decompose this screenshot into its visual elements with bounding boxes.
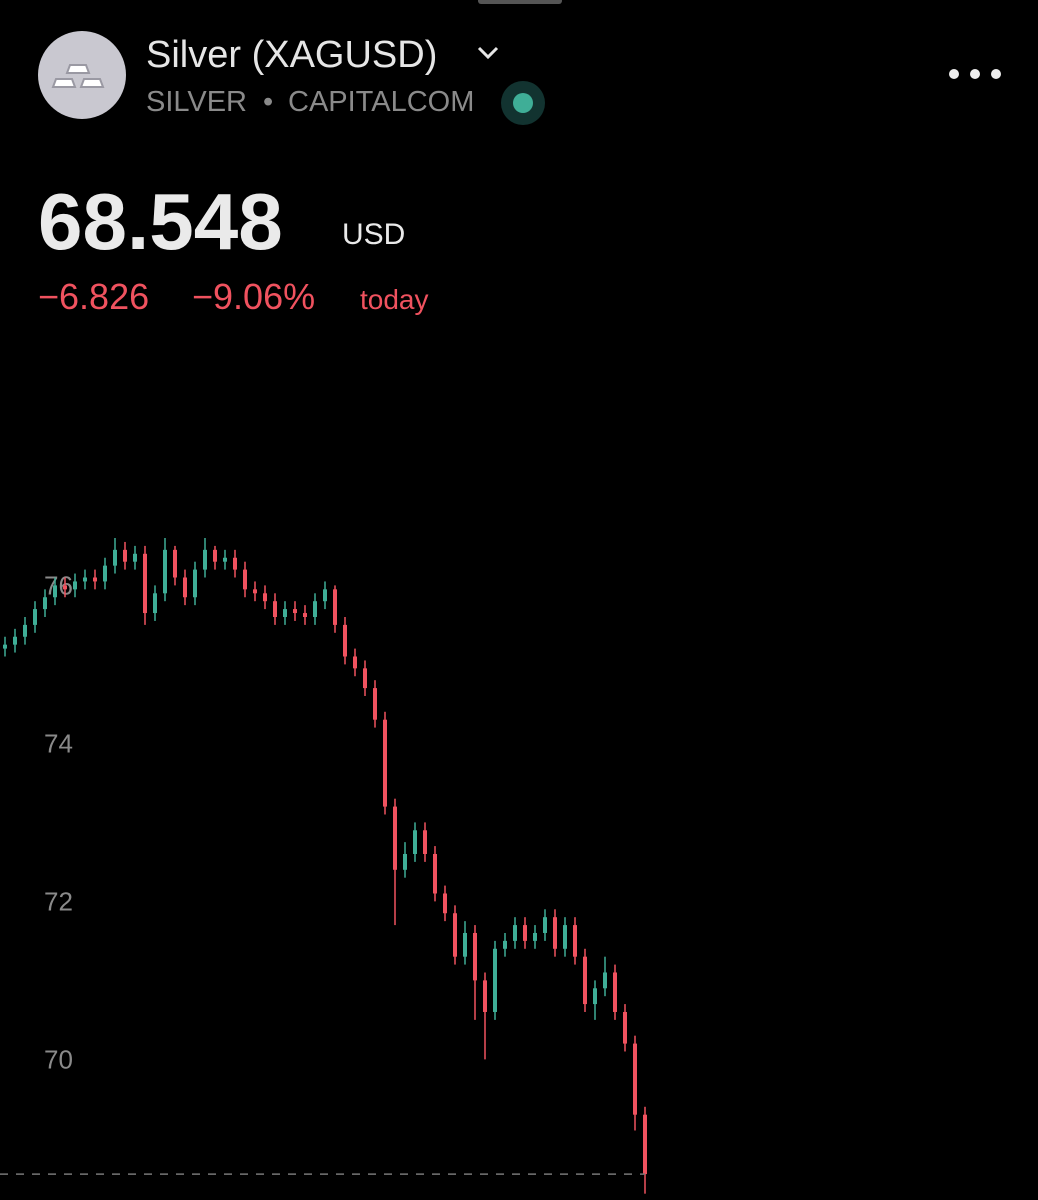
candle-body bbox=[163, 549, 167, 594]
symbol-code: SILVER bbox=[146, 86, 248, 118]
candle-body bbox=[363, 668, 367, 689]
symbol-title[interactable]: Silver (XAGUSD) bbox=[146, 34, 438, 76]
price-change: −6.826 bbox=[38, 276, 150, 317]
candle-body bbox=[493, 948, 497, 1012]
candle-body bbox=[393, 806, 397, 870]
candle-body bbox=[433, 853, 437, 894]
candle-body bbox=[573, 925, 577, 957]
candle-body bbox=[63, 585, 67, 590]
candle-body bbox=[593, 988, 597, 1005]
candle-body bbox=[383, 719, 387, 807]
candle-body bbox=[203, 549, 207, 570]
candle-body bbox=[103, 565, 107, 582]
candle-body bbox=[243, 569, 247, 590]
candle-body bbox=[33, 609, 37, 625]
candle-body bbox=[333, 589, 337, 625]
candle-body bbox=[23, 624, 27, 637]
dropdown-chevron[interactable] bbox=[476, 44, 500, 62]
grab-handle bbox=[478, 0, 562, 4]
candle-body bbox=[293, 609, 297, 614]
candle-body bbox=[483, 980, 487, 1012]
candle-body bbox=[133, 553, 137, 562]
exchange: CAPITALCOM bbox=[288, 86, 475, 118]
candle-body bbox=[153, 593, 157, 614]
candle-body bbox=[123, 549, 127, 562]
candle-body bbox=[423, 830, 427, 854]
y-tick-label: 74 bbox=[44, 728, 73, 758]
candle-body bbox=[223, 557, 227, 562]
candle-body bbox=[353, 656, 357, 669]
candle-body bbox=[143, 553, 147, 614]
candle-body bbox=[313, 601, 317, 617]
separator: • bbox=[263, 86, 274, 118]
change-period: today bbox=[360, 284, 429, 315]
candle-body bbox=[533, 932, 537, 941]
candle-body bbox=[343, 624, 347, 657]
symbol-icon bbox=[38, 31, 126, 119]
candle-body bbox=[193, 569, 197, 598]
candle-body bbox=[3, 644, 7, 649]
candle-body bbox=[53, 585, 57, 598]
candle-body bbox=[253, 589, 257, 594]
candle-body bbox=[213, 549, 217, 562]
y-tick-label: 76 bbox=[44, 570, 73, 600]
candle-body bbox=[603, 972, 607, 989]
candle-body bbox=[183, 577, 187, 598]
currency: USD bbox=[342, 218, 406, 251]
price-change-percent: −9.06% bbox=[192, 276, 316, 317]
candle-body bbox=[523, 925, 527, 941]
candle-body bbox=[563, 925, 567, 949]
candle-body bbox=[263, 593, 267, 602]
candle-body bbox=[443, 893, 447, 914]
candle-body bbox=[513, 925, 517, 941]
candle-body bbox=[233, 557, 237, 570]
candle-body bbox=[413, 830, 417, 854]
candle-body bbox=[323, 589, 327, 602]
candle-body bbox=[13, 636, 17, 645]
candle-body bbox=[553, 917, 557, 949]
candle-body bbox=[643, 1114, 647, 1175]
y-tick-label: 70 bbox=[44, 1044, 73, 1074]
candle-body bbox=[463, 932, 467, 957]
more-menu[interactable] bbox=[944, 64, 1004, 84]
candle-body bbox=[93, 577, 97, 582]
last-price: 68.548 bbox=[38, 177, 283, 266]
candle-body bbox=[403, 853, 407, 870]
candle-body bbox=[113, 549, 117, 566]
candle-body bbox=[373, 688, 377, 720]
candle-body bbox=[453, 913, 457, 957]
candle-body bbox=[503, 940, 507, 949]
y-tick-label: 72 bbox=[44, 886, 73, 916]
candle-body bbox=[583, 956, 587, 1005]
market-status bbox=[501, 81, 545, 125]
candle-body bbox=[173, 549, 177, 578]
candle-body bbox=[473, 932, 477, 981]
candle-body bbox=[273, 601, 277, 617]
candle-body bbox=[83, 577, 87, 582]
candle-body bbox=[623, 1011, 627, 1044]
candle-body bbox=[43, 597, 47, 610]
candle-body bbox=[303, 613, 307, 617]
candle-body bbox=[73, 581, 77, 590]
candle-body bbox=[613, 972, 617, 1012]
candle-body bbox=[543, 917, 547, 933]
candle-body bbox=[633, 1043, 637, 1115]
candle-body bbox=[283, 609, 287, 617]
